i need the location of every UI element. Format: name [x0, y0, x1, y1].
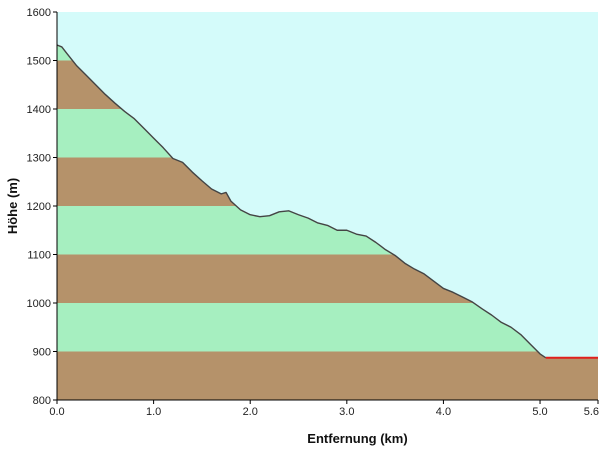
- y-tick-label: 1100: [27, 250, 51, 262]
- elevation-band: [57, 351, 598, 400]
- x-tick-label: 2.0: [243, 406, 258, 418]
- y-tick-label: 1200: [27, 201, 51, 213]
- x-tick-label: 5.0: [532, 406, 547, 418]
- elevation-profile-line: [56, 44, 547, 359]
- x-tick-label: 0.0: [49, 406, 64, 418]
- x-tick-label: 1.0: [146, 406, 161, 418]
- y-axis-title: Höhe (m): [5, 178, 20, 234]
- ticks: 800 900 1000 1100 1200 1300 1400 1500 1600 0.0 1.0…: [27, 7, 599, 418]
- y-tick-label: 1000: [27, 298, 51, 310]
- y-tick-label: 1500: [27, 56, 51, 68]
- y-tick-label: 800: [33, 395, 51, 407]
- y-tick-label: 1400: [27, 104, 51, 116]
- x-axis-title: Entfernung (km): [307, 431, 407, 446]
- y-tick-label: 1600: [27, 7, 51, 19]
- x-tick-label: 5.6: [584, 406, 599, 418]
- y-tick-label: 900: [33, 347, 51, 359]
- y-tick-label: 1300: [27, 153, 51, 165]
- x-tick-label: 4.0: [436, 406, 451, 418]
- x-tick-label: 3.0: [339, 406, 354, 418]
- plot-area: [56, 12, 598, 400]
